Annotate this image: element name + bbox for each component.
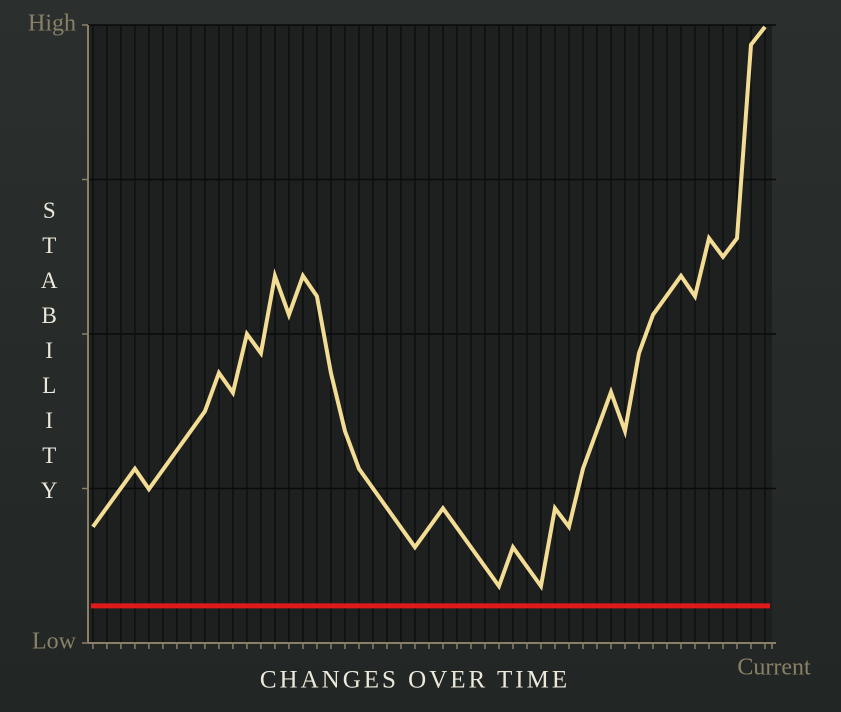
y-axis-label: STABILITY	[37, 198, 62, 513]
x-axis-label: CHANGES OVER TIME	[260, 667, 570, 694]
data-line	[91, 25, 767, 592]
y-tick-label: Low	[32, 629, 77, 655]
x-tick-label: Current	[737, 655, 811, 681]
y-tick-label: High	[28, 11, 76, 37]
